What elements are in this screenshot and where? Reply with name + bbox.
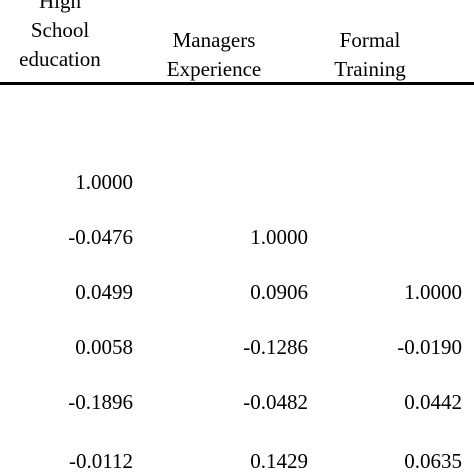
header-line: High — [39, 0, 81, 13]
header-line: Managers — [172, 28, 256, 52]
table-cell: -0.0112 — [69, 449, 133, 473]
table-cell: -0.0482 — [243, 390, 308, 414]
table-cell: -0.0476 — [68, 225, 133, 249]
table-cell: 1.0000 — [75, 170, 133, 194]
table-cell: 0.1429 — [250, 449, 308, 473]
table-cell: 0.0442 — [404, 390, 462, 414]
table-cell: -0.0190 — [397, 335, 462, 359]
header-managers-experience: Managers Experience — [150, 26, 278, 84]
header-rule — [0, 82, 474, 85]
table-cell: 1.0000 — [404, 280, 462, 304]
table-cell: -0.1286 — [243, 335, 308, 359]
header-line: education — [19, 47, 101, 71]
header-line: Formal — [339, 28, 401, 52]
header-line: School — [30, 18, 90, 42]
header-line: Experience — [166, 57, 262, 81]
table-cell: -0.1896 — [68, 390, 133, 414]
header-high-school-education: High School education — [0, 0, 120, 74]
table-cell: 1.0000 — [250, 225, 308, 249]
table-cell: 0.0058 — [75, 335, 133, 359]
header-formal-training: Formal Training — [318, 26, 422, 84]
table-cell: 0.0906 — [250, 280, 308, 304]
header-line: Training — [334, 57, 406, 81]
table-cell: 0.0635 — [404, 449, 462, 473]
table-cell: 0.0499 — [75, 280, 133, 304]
